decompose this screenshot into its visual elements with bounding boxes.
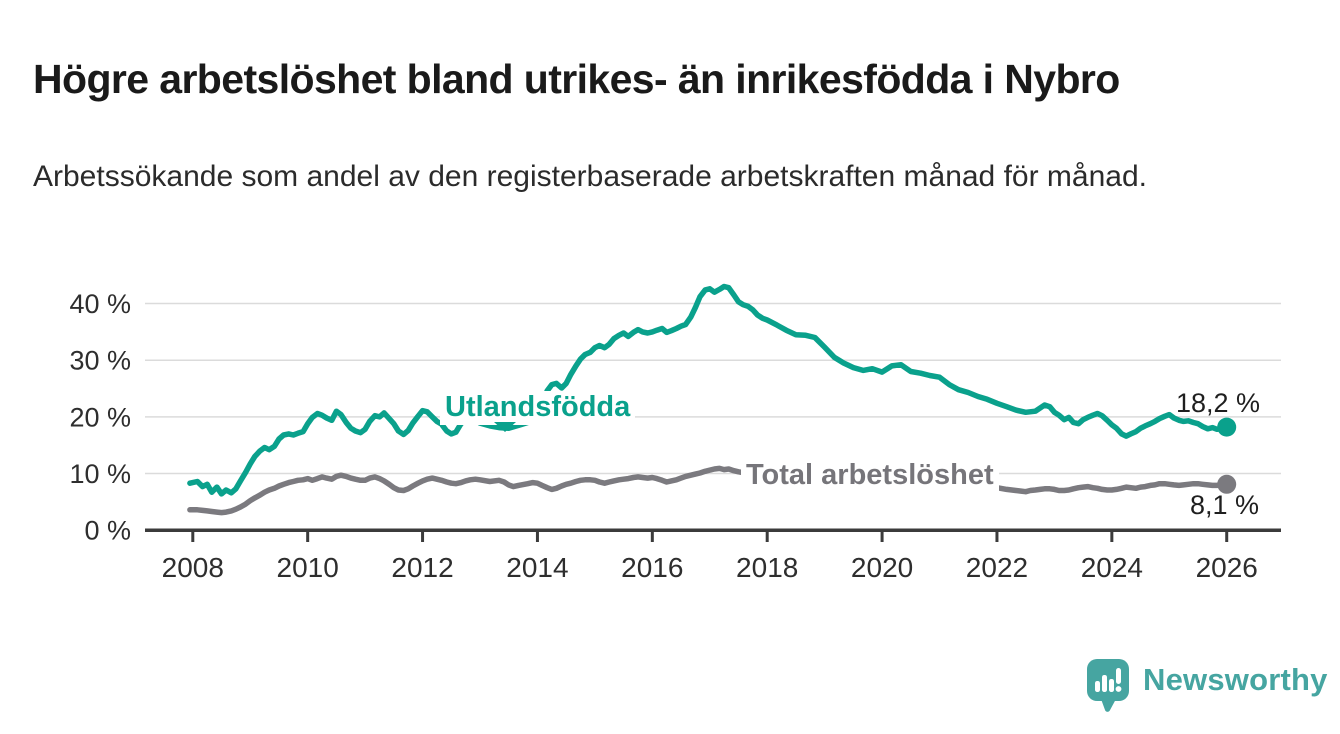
series-label-utlandsfodda: Utlandsfödda [440, 391, 636, 425]
x-tick-label: 2020 [851, 552, 913, 583]
page-title: Högre arbetslöshet bland utrikes- än inr… [33, 56, 1120, 103]
y-tick-label: 0 % [84, 516, 131, 546]
y-tick-label: 30 % [69, 346, 131, 376]
caret-down-icon [494, 422, 516, 432]
brand-logo: Newsworthy [1085, 657, 1328, 713]
total-line [187, 465, 1230, 516]
series-label-total-arbetsloshet: Total arbetslöshet [741, 459, 999, 493]
x-tick-label: 2022 [966, 552, 1028, 583]
x-tick-label: 2018 [736, 552, 798, 583]
utlandsfodda-line [187, 283, 1230, 497]
x-tick-label: 2026 [1196, 552, 1258, 583]
x-tick-label: 2012 [391, 552, 453, 583]
x-tick-label: 2024 [1081, 552, 1143, 583]
end-value-label-total: 8,1 % [1190, 490, 1260, 520]
newsworthy-logo-icon [1087, 659, 1129, 712]
total-end-dot [1217, 474, 1237, 494]
end-value-label-utlandsfodda: 18,2 % [1176, 388, 1261, 418]
y-tick-label: 10 % [69, 459, 131, 489]
x-tick-label: 2008 [162, 552, 224, 583]
x-tick-label: 2010 [277, 552, 339, 583]
x-tick-label: 2016 [621, 552, 683, 583]
y-tick-label: 20 % [69, 402, 131, 432]
page-subtitle: Arbetssökande som andel av den registerb… [33, 160, 1147, 193]
x-tick-label: 2014 [506, 552, 568, 583]
brand-name: Newsworthy [1143, 661, 1328, 697]
y-tick-label: 40 % [69, 289, 131, 319]
utlandsfodda-end-dot [1217, 417, 1237, 437]
